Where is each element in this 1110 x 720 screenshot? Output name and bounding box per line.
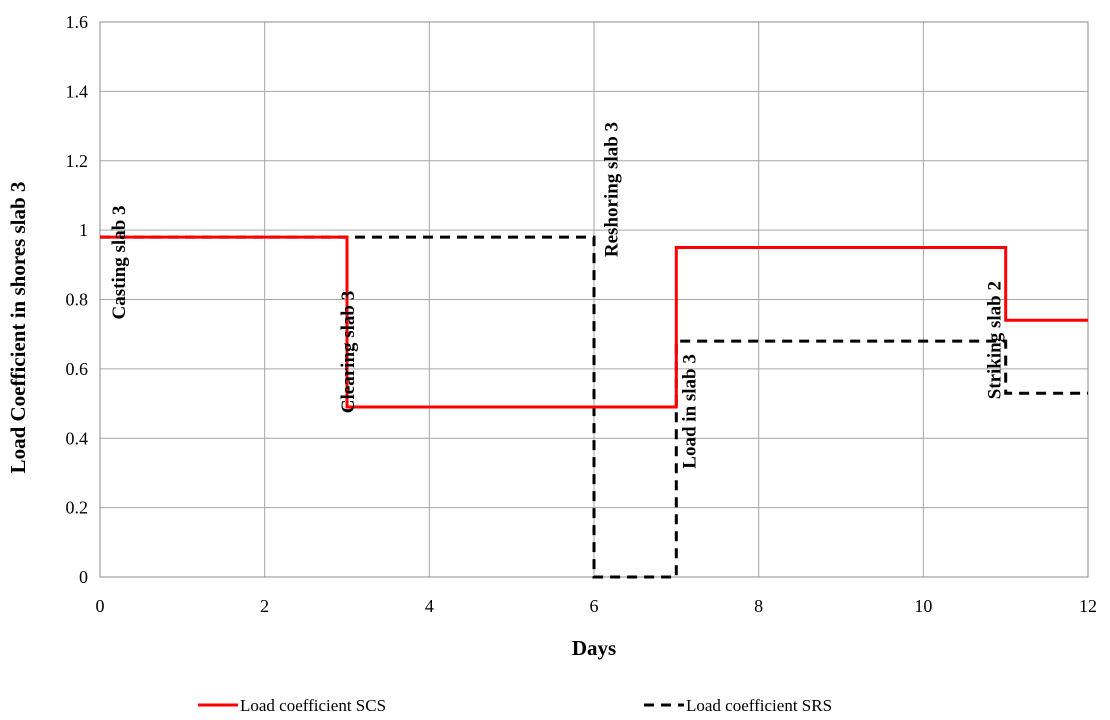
x-axis-title: Days — [572, 636, 616, 660]
x-tick-label: 0 — [96, 596, 105, 616]
annotation-label: Reshoring slab 3 — [602, 122, 623, 257]
y-tick-label: 1.4 — [66, 81, 89, 101]
y-tick-label: 1.6 — [66, 12, 89, 32]
y-tick-label: 1.2 — [66, 151, 89, 171]
tick-labels: 0 0.2 0.4 0.6 0.8 1 1.2 1.4 1.6 0 2 4 6 8 10 12 — [66, 12, 1098, 616]
annotation-label: Striking slab 2 — [984, 281, 1005, 399]
y-tick-label: 1 — [79, 220, 88, 240]
y-tick-label: 0.4 — [66, 428, 89, 448]
x-tick-label: 2 — [260, 596, 269, 616]
x-tick-label: 6 — [590, 596, 599, 616]
series-line-load-coefficient-scs — [100, 235, 1088, 409]
annotation-label: Casting slab 3 — [109, 205, 130, 319]
legend: Load coefficient SCS Load coefficient SRS — [198, 696, 832, 715]
annotations: Casting slab 3 Clearing slab 3 Reshoring s… — [109, 122, 1005, 469]
x-tick-label: 12 — [1079, 596, 1097, 616]
annotation-label: Load in slab 3 — [680, 354, 701, 469]
y-axis-title: Load Coefficient in shores slab 3 — [6, 182, 30, 474]
legend-label: Load coefficient SCS — [240, 696, 386, 715]
x-tick-label: 4 — [425, 596, 434, 616]
x-tick-label: 8 — [754, 596, 763, 616]
x-tick-label: 10 — [914, 596, 932, 616]
series-lines — [100, 235, 1088, 579]
y-tick-label: 0.6 — [66, 359, 89, 379]
y-tick-label: 0.8 — [66, 290, 89, 310]
series-line-load-coefficient-srs — [100, 235, 1088, 579]
annotation-label: Clearing slab 3 — [338, 291, 359, 413]
y-tick-label: 0 — [79, 567, 88, 587]
legend-label: Load coefficient SRS — [686, 696, 832, 715]
y-tick-label: 0.2 — [66, 498, 89, 518]
gridlines — [99, 21, 1089, 578]
